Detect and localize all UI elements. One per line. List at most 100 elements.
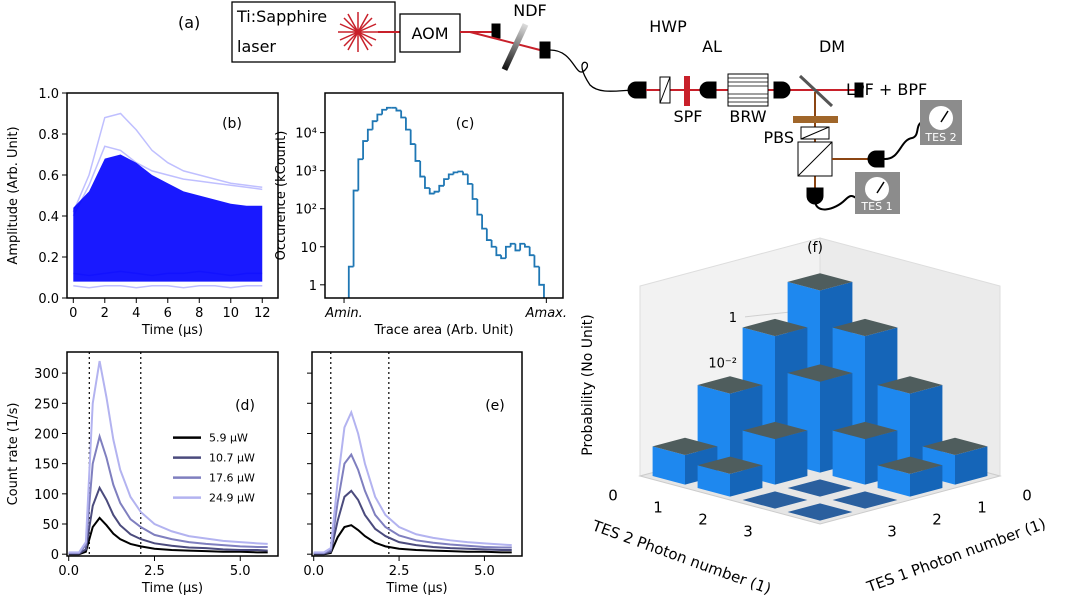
bar-left bbox=[697, 465, 730, 497]
y-tick-label: 0.8 bbox=[38, 128, 59, 143]
pbs-label: PBS bbox=[764, 128, 795, 147]
filters bbox=[793, 116, 838, 123]
panel-label: (d) bbox=[235, 398, 255, 414]
spf bbox=[684, 76, 690, 106]
x-tick-label: 5.0 bbox=[474, 564, 495, 579]
legend-label: 5.9 μW bbox=[209, 432, 248, 445]
hist-step bbox=[357, 158, 364, 191]
line bbox=[313, 524, 512, 556]
ndf bbox=[501, 23, 529, 71]
x-axis-label: Trace area (Arb. Unit) bbox=[373, 323, 513, 338]
hist-step bbox=[371, 120, 378, 130]
hist-step bbox=[509, 242, 516, 247]
al-label: AL bbox=[702, 37, 722, 56]
plot-frame bbox=[324, 92, 564, 299]
hist-step bbox=[466, 174, 473, 185]
beam-block bbox=[491, 23, 501, 39]
x-tick-label: 2.5 bbox=[389, 564, 410, 579]
legend-label: 24.9 μW bbox=[209, 492, 255, 505]
y-tick-label: 2 bbox=[698, 510, 708, 528]
trace-band bbox=[73, 154, 263, 282]
hist-step bbox=[533, 255, 540, 268]
panel-label: (e) bbox=[485, 398, 505, 414]
y-tick-label: 10² bbox=[295, 203, 317, 218]
y-tick-label: 0 bbox=[51, 548, 59, 563]
hist-step bbox=[366, 128, 373, 142]
beam-block bbox=[854, 82, 864, 98]
hist-step bbox=[443, 178, 449, 186]
z-tick-label: 10⁻² bbox=[708, 356, 737, 371]
hist-step bbox=[514, 243, 521, 252]
setup-diagram bbox=[231, 1, 962, 214]
plot-frame bbox=[66, 92, 279, 299]
hist-step bbox=[381, 108, 387, 115]
dm bbox=[798, 74, 834, 108]
hist-step bbox=[447, 173, 454, 180]
hist-step bbox=[519, 242, 525, 251]
x-tick-label: Amin. bbox=[324, 306, 363, 321]
hist-step bbox=[452, 171, 459, 175]
y-tick-label: 0.2 bbox=[38, 251, 59, 266]
y-tick-label: 1 bbox=[653, 498, 663, 516]
x-tick-label: 6 bbox=[164, 306, 172, 321]
y-tick-label: 1.0 bbox=[38, 87, 59, 102]
bar-left bbox=[652, 446, 685, 485]
line bbox=[313, 489, 512, 555]
y-axis-label: Count rate (1/s) bbox=[6, 403, 21, 506]
hist-step bbox=[433, 190, 440, 194]
hist-step bbox=[504, 245, 511, 259]
laser-label: laser bbox=[237, 37, 276, 56]
bar-left bbox=[877, 465, 910, 497]
bar-flat bbox=[787, 503, 853, 521]
tes1-label: TES 1 bbox=[860, 200, 892, 213]
hist-step bbox=[438, 184, 444, 192]
x-tick-label: 0.0 bbox=[58, 564, 79, 579]
y-tick-label: 150 bbox=[34, 458, 59, 473]
hist-step bbox=[490, 240, 497, 248]
filters-label: LPF + BPF bbox=[846, 80, 927, 99]
bar-flat bbox=[742, 491, 808, 509]
line bbox=[313, 409, 512, 554]
hist-step bbox=[538, 266, 545, 298]
x-axis-label: Time (μs) bbox=[385, 581, 447, 596]
x-tick-label: 8 bbox=[195, 306, 203, 321]
trace bbox=[72, 145, 263, 217]
y-tick-label: 50 bbox=[42, 518, 59, 533]
hist-step bbox=[409, 129, 416, 145]
x-tick-label: 10 bbox=[222, 306, 239, 321]
x-tick-label: Amax. bbox=[525, 306, 567, 321]
hist-step bbox=[400, 110, 406, 119]
line bbox=[68, 432, 268, 554]
x-axis-label: Time (μs) bbox=[141, 323, 203, 338]
x-tick-label: 1 bbox=[977, 498, 987, 516]
dm-label: DM bbox=[819, 37, 845, 56]
lens bbox=[773, 81, 791, 99]
bar-right bbox=[775, 430, 808, 485]
hist-step bbox=[481, 214, 487, 230]
hist-step bbox=[462, 171, 468, 176]
bar-right bbox=[910, 465, 943, 497]
line bbox=[68, 360, 268, 554]
brw bbox=[727, 73, 769, 107]
x-tick-label: 12 bbox=[254, 306, 271, 321]
panel-label: (b) bbox=[222, 116, 242, 132]
hist-step bbox=[405, 117, 411, 131]
hist-step bbox=[476, 199, 483, 216]
hist-step bbox=[362, 140, 368, 160]
y-axis-label: Amplitude (Arb. Unit) bbox=[6, 126, 21, 264]
y-tick-label: 10 bbox=[300, 241, 317, 256]
y-tick-label: 0.6 bbox=[38, 169, 59, 184]
bar-top bbox=[742, 421, 808, 440]
lens bbox=[699, 81, 717, 99]
bar-top bbox=[787, 273, 853, 291]
line bbox=[68, 516, 268, 556]
bar-top bbox=[877, 456, 943, 474]
bar-top bbox=[922, 437, 988, 456]
panel-label: (a) bbox=[178, 13, 200, 32]
hist-step bbox=[495, 246, 502, 257]
bar-top bbox=[697, 456, 763, 474]
y-tick-label: 0 bbox=[608, 486, 618, 504]
trace bbox=[72, 112, 263, 213]
bar-left bbox=[832, 430, 865, 485]
x-tick-label: 0 bbox=[1022, 486, 1032, 504]
